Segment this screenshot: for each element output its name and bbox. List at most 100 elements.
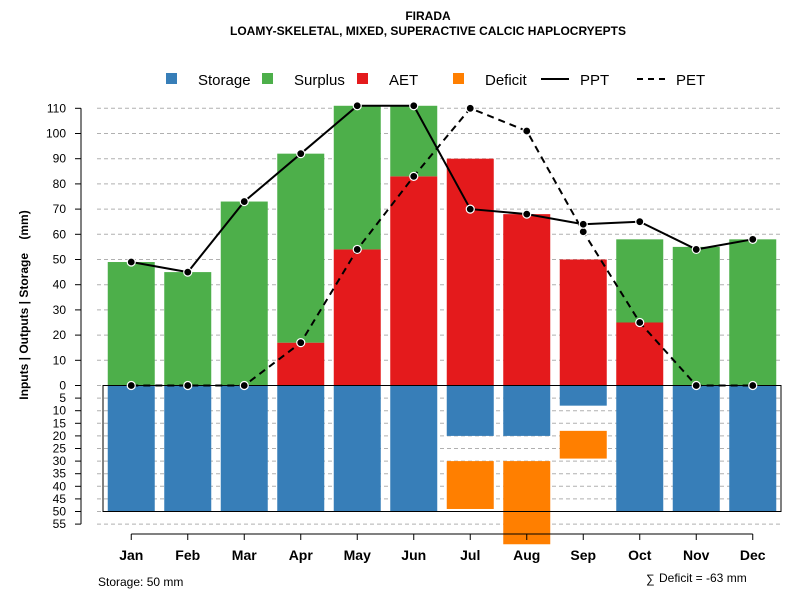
bar-storage-mar <box>220 385 268 512</box>
bar-storage-jun <box>390 385 438 512</box>
bar-aet-aug <box>503 214 551 386</box>
bar-aet-may <box>333 249 381 386</box>
x-tick-label-dec: Dec <box>740 547 766 563</box>
bar-deficit-jul <box>446 461 494 509</box>
x-tick-label-jul: Jul <box>460 547 480 563</box>
y-tick-label-neg-15: 15 <box>53 416 67 430</box>
bar-aet-sep <box>559 259 607 386</box>
ppt-point-jul <box>465 204 475 214</box>
ppt-point-may <box>352 101 362 111</box>
pet-point-dec <box>748 380 758 391</box>
ppt-point-aug <box>522 209 532 219</box>
bar-surplus-oct <box>616 239 664 323</box>
x-tick-label-jan: Jan <box>119 547 143 563</box>
storage-note: Storage: 50 mm <box>98 575 183 589</box>
ppt-point-mar <box>239 196 249 207</box>
x-tick-label-apr: Apr <box>289 547 314 563</box>
legend-label-aet: AET <box>389 72 418 89</box>
pet-point-apr <box>296 338 306 348</box>
pet-point-nov <box>691 380 701 391</box>
x-tick-label-mar: Mar <box>232 547 257 563</box>
pet-line <box>131 107 753 387</box>
y-tick-label-neg-25: 25 <box>53 442 67 456</box>
bar-surplus-may <box>333 105 381 250</box>
y-tick-label-neg-35: 35 <box>53 467 67 481</box>
ppt-point-nov <box>691 244 701 255</box>
legend-swatch-aet <box>357 73 368 84</box>
bar-storage-may <box>333 385 381 512</box>
pet-point-oct <box>635 317 645 328</box>
y-tick-label-neg-50: 50 <box>53 505 67 519</box>
bar-deficit-aug <box>503 461 551 545</box>
bar-surplus-feb <box>164 272 212 386</box>
pet-point-mar <box>239 380 249 391</box>
ppt-point-sep <box>578 219 588 229</box>
y-tick-label-neg-20: 20 <box>53 429 67 443</box>
bar-aet-apr <box>277 342 325 386</box>
x-tick-label-feb: Feb <box>175 547 200 563</box>
x-tick-label-nov: Nov <box>683 547 710 563</box>
bar-deficit-sep <box>559 430 607 459</box>
legend: Storage Surplus AET Deficit PPT PET <box>166 72 705 89</box>
y-axis: 0102030405060708090100110510152025303540… <box>46 101 82 531</box>
y-tick-label-110: 110 <box>47 101 66 115</box>
y-tick-label-0: 0 <box>59 379 66 393</box>
bar-aet-oct <box>616 322 664 386</box>
pet-point-may <box>352 244 362 255</box>
bars <box>107 105 777 545</box>
bar-storage-nov <box>672 385 720 512</box>
bar-surplus-nov <box>672 246 720 386</box>
x-tick-label-jun: Jun <box>401 547 426 563</box>
bar-storage-oct <box>616 385 664 512</box>
legend-swatch-surplus <box>262 73 273 84</box>
bar-storage-apr <box>277 385 325 512</box>
y-tick-label-neg-10: 10 <box>53 404 67 418</box>
y-tick-label-70: 70 <box>53 202 67 216</box>
y-tick-label-10: 10 <box>53 353 67 367</box>
y-tick-label-neg-40: 40 <box>53 479 67 493</box>
storage-box <box>102 385 782 512</box>
legend-label-surplus: Surplus <box>294 72 345 89</box>
ppt-point-jun <box>409 101 419 111</box>
legend-label-storage: Storage <box>198 72 251 89</box>
ppt-line <box>131 104 753 274</box>
lines <box>126 101 758 391</box>
bar-storage-jan <box>107 385 155 512</box>
pet-point-sep <box>578 227 588 237</box>
bar-storage-jul <box>446 385 494 436</box>
deficit-note: Deficit = -63 mm <box>659 571 747 585</box>
pet-point-jul <box>465 103 475 113</box>
bar-surplus-jun <box>390 105 438 177</box>
chart-title: FIRADA <box>405 9 451 23</box>
ppt-point-feb <box>183 267 193 277</box>
bar-surplus-apr <box>277 153 325 343</box>
y-tick-label-100: 100 <box>46 127 66 141</box>
y-tick-label-20: 20 <box>53 328 67 342</box>
y-tick-label-neg-45: 45 <box>53 492 67 506</box>
y-tick-label-neg-30: 30 <box>53 454 67 468</box>
legend-label-pet: PET <box>676 72 705 89</box>
x-axis: Jan Feb Mar Apr May Jun Jul Aug Sep Oct Nov Dec <box>119 533 766 563</box>
storage-frame <box>102 385 782 512</box>
x-tick-label-sep: Sep <box>570 547 596 563</box>
sum-symbol: ∑ <box>646 572 655 586</box>
y-tick-label-neg-5: 5 <box>59 391 66 405</box>
ppt-point-jan <box>126 257 136 267</box>
bar-surplus-dec <box>729 239 777 386</box>
bar-aet-jul <box>446 158 494 386</box>
ppt-point-oct <box>635 217 645 227</box>
y-tick-label-50: 50 <box>53 253 67 267</box>
bar-storage-feb <box>164 385 212 512</box>
bar-surplus-mar <box>220 201 268 386</box>
y-tick-label-neg-55: 55 <box>53 517 67 531</box>
bar-storage-aug <box>503 385 551 436</box>
pet-point-jan <box>126 380 136 391</box>
pet-point-feb <box>183 380 193 391</box>
y-tick-label-90: 90 <box>53 152 67 166</box>
legend-label-deficit: Deficit <box>485 72 528 89</box>
bar-surplus-jan <box>107 262 155 386</box>
x-tick-label-oct: Oct <box>628 547 652 563</box>
pet-point-aug <box>522 126 532 136</box>
y-axis-label: Inputs | Outputs | Storage (mm) <box>17 210 31 399</box>
